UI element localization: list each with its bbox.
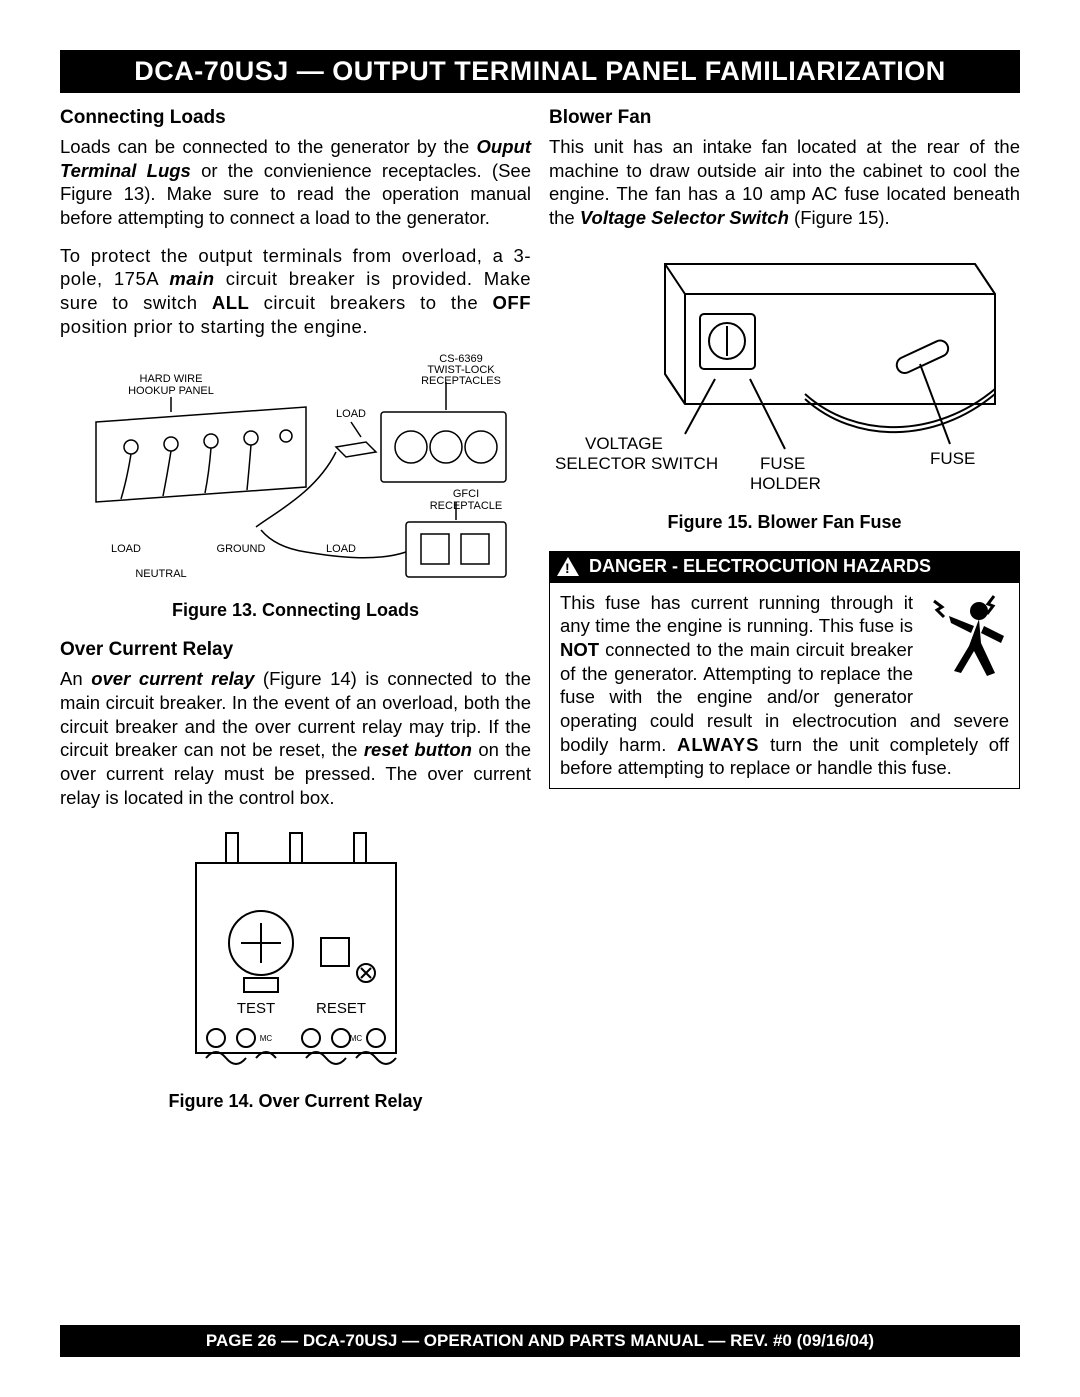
warning-icon bbox=[557, 557, 579, 576]
label-mc1: MC bbox=[259, 1034, 272, 1043]
text: This fuse has current running through it… bbox=[560, 592, 913, 637]
figure-13-svg: CS-6369 TWIST-LOCK RECEPTACLES HARD WIRE… bbox=[76, 352, 516, 592]
label-fh1: FUSE bbox=[760, 454, 805, 473]
label-mc2: MC bbox=[349, 1034, 362, 1043]
page-footer: PAGE 26 — DCA-70USJ — OPERATION AND PART… bbox=[60, 1325, 1020, 1357]
label-reset: RESET bbox=[315, 1000, 365, 1017]
heading-connecting-loads: Connecting Loads bbox=[60, 107, 531, 129]
text: and bbox=[897, 710, 953, 731]
label-vss2: SELECTOR SWITCH bbox=[555, 454, 718, 473]
term-off: OFF bbox=[493, 292, 532, 313]
term-vss: Voltage Selector Switch bbox=[580, 207, 789, 228]
label-hardwire2: HOOKUP PANEL bbox=[128, 385, 214, 397]
label-vss1: VOLTAGE bbox=[585, 434, 663, 453]
para-loads-2: To protect the output terminals from ove… bbox=[60, 244, 531, 339]
para-blower: This unit has an intake fan located at t… bbox=[549, 135, 1020, 230]
term-main: main bbox=[169, 268, 214, 289]
term-ocr: over current relay bbox=[91, 668, 254, 689]
danger-box: This fuse has current running through it… bbox=[549, 582, 1020, 789]
term-all: ALL bbox=[212, 292, 249, 313]
term-always: ALWAYS bbox=[677, 734, 759, 755]
label-ground: GROUND bbox=[216, 543, 265, 555]
label-fuse: FUSE bbox=[930, 449, 975, 468]
left-column: Connecting Loads Loads can be connected … bbox=[60, 107, 531, 1130]
figure-14: TEST RESET MC MC bbox=[60, 823, 531, 1083]
text: position prior to starting the engine. bbox=[60, 316, 368, 337]
label-load-l: LOAD bbox=[111, 543, 141, 555]
text: An bbox=[60, 668, 91, 689]
figure-15-caption: Figure 15. Blower Fan Fuse bbox=[549, 512, 1020, 533]
para-over-current: An over current relay (Figure 14) is con… bbox=[60, 667, 531, 809]
danger-header: DANGER - ELECTROCUTION HAZARDS bbox=[549, 551, 1020, 582]
figure-15: VOLTAGE SELECTOR SWITCH FUSE HOLDER FUSE bbox=[549, 244, 1020, 504]
figure-15-svg: VOLTAGE SELECTOR SWITCH FUSE HOLDER FUSE bbox=[555, 244, 1015, 504]
label-gfci1: GFCI bbox=[452, 488, 478, 500]
label-fh2: HOLDER bbox=[750, 474, 821, 493]
figure-13-caption: Figure 13. Connecting Loads bbox=[60, 600, 531, 621]
text: Loads can be connected to the generator … bbox=[60, 136, 477, 157]
para-loads-1: Loads can be connected to the generator … bbox=[60, 135, 531, 230]
heading-blower-fan: Blower Fan bbox=[549, 107, 1020, 129]
electrocution-icon bbox=[919, 591, 1009, 691]
term-reset-button: reset button bbox=[364, 739, 472, 760]
label-hardwire1: HARD WIRE bbox=[139, 373, 202, 385]
label-neutral: NEUTRAL bbox=[135, 568, 186, 580]
figure-13: CS-6369 TWIST-LOCK RECEPTACLES HARD WIRE… bbox=[60, 352, 531, 592]
figure-14-svg: TEST RESET MC MC bbox=[156, 823, 436, 1083]
label-load-r: LOAD bbox=[326, 543, 356, 555]
page-title-bar: DCA-70USJ — OUTPUT TERMINAL PANEL FAMILI… bbox=[60, 50, 1020, 93]
label-recept3: RECEPTACLES bbox=[421, 375, 501, 387]
label-test: TEST bbox=[236, 1000, 274, 1017]
text: circuit breakers to the bbox=[249, 292, 492, 313]
right-column: Blower Fan This unit has an intake fan l… bbox=[549, 107, 1020, 1130]
heading-over-current: Over Current Relay bbox=[60, 639, 531, 661]
label-load-top: LOAD bbox=[336, 408, 366, 420]
danger-title: DANGER - ELECTROCUTION HAZARDS bbox=[589, 556, 931, 577]
text: . bbox=[661, 734, 677, 755]
text: (Figure 15). bbox=[789, 207, 890, 228]
term-electrocution: electrocution bbox=[792, 710, 897, 731]
term-not: NOT bbox=[560, 639, 599, 660]
label-gfci2: RECEPTACLE bbox=[429, 500, 502, 512]
figure-14-caption: Figure 14. Over Current Relay bbox=[60, 1091, 531, 1112]
two-column-layout: Connecting Loads Loads can be connected … bbox=[60, 107, 1020, 1130]
